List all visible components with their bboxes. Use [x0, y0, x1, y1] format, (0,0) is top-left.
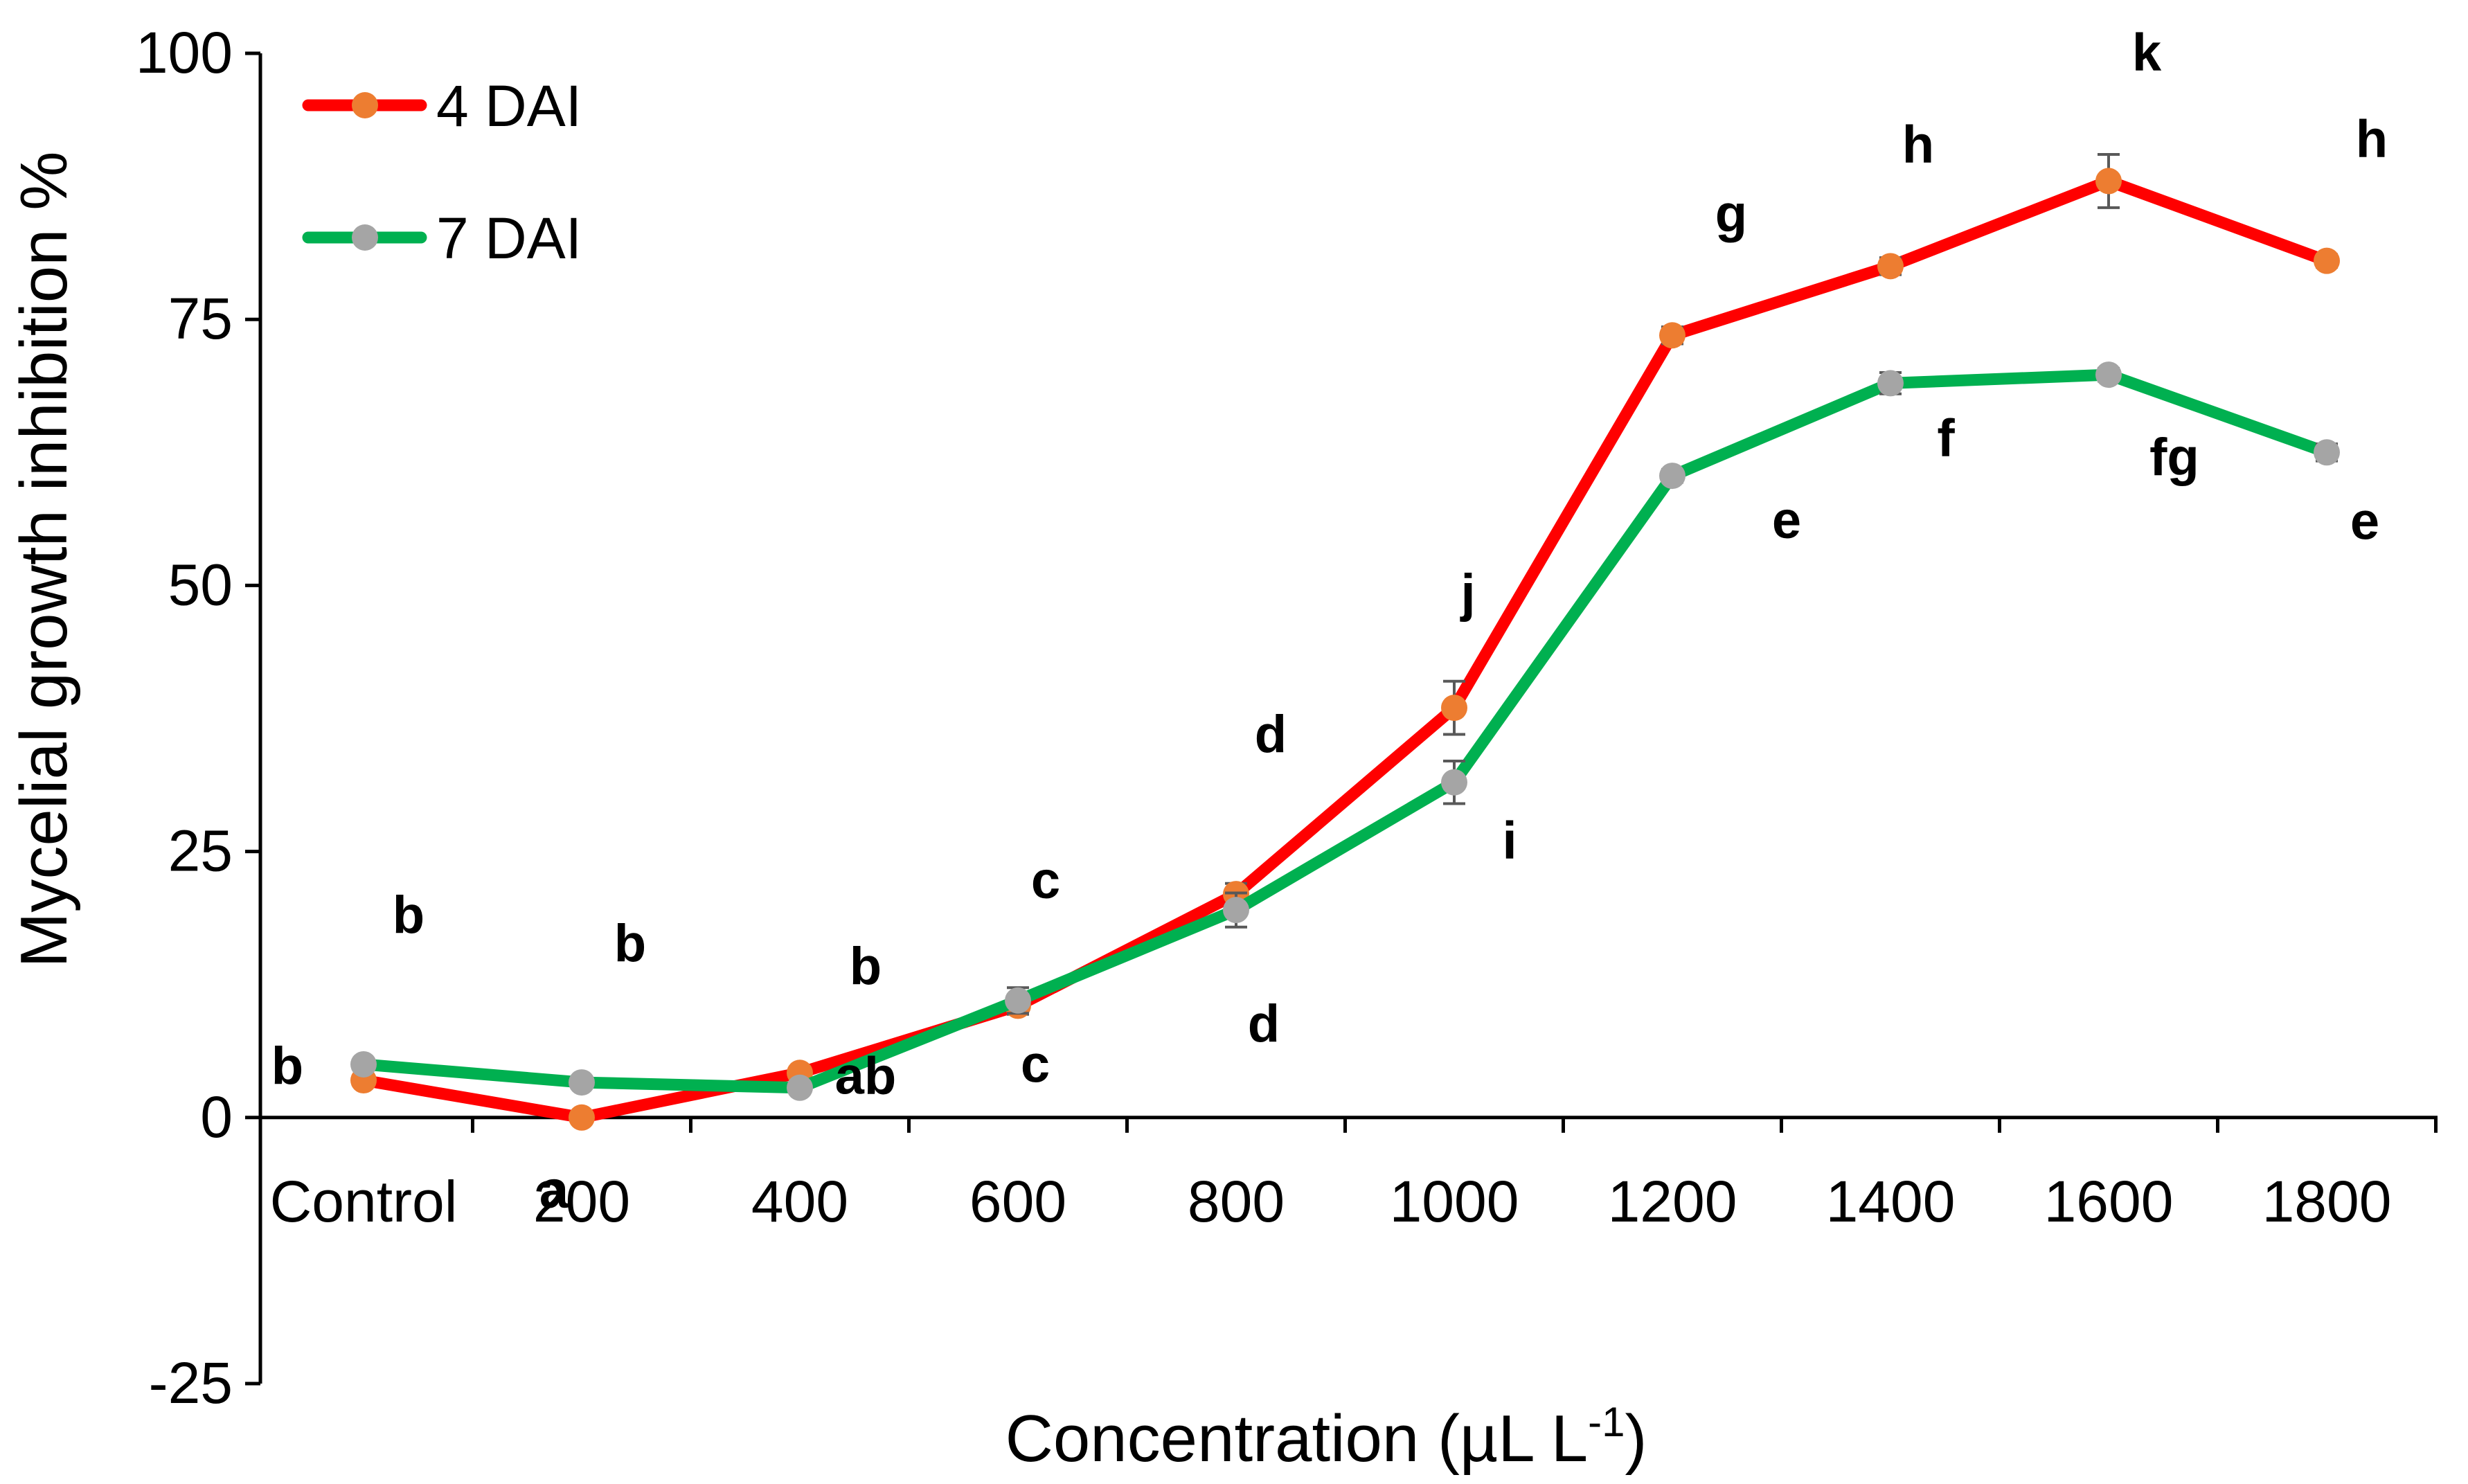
data-point [1005, 987, 1031, 1014]
significance-label: j [1459, 564, 1475, 623]
data-point [569, 1104, 595, 1131]
x-axis-title-close: ) [1625, 1402, 1647, 1476]
data-point [569, 1069, 595, 1096]
x-tick-label: 1600 [2044, 1169, 2174, 1234]
x-axis-title: Concentration (µL L-1) [1005, 1399, 1647, 1476]
significance-label: g [1715, 184, 1747, 243]
x-tick-label: 400 [751, 1169, 848, 1234]
significance-labels: b a ab c d j g h k h b b b c d i e f fg e [271, 23, 2388, 1219]
series-4-dai [350, 152, 2340, 1131]
y-tick-label: 50 [168, 552, 233, 617]
legend-marker [352, 224, 378, 251]
x-tick-label: 1400 [1826, 1169, 1956, 1234]
significance-label: e [2350, 492, 2379, 551]
legend-label: 7 DAI [436, 206, 582, 271]
y-tick-label: 0 [200, 1084, 233, 1150]
legend-item-7-dai: 7 DAI [302, 206, 582, 271]
data-point [1659, 322, 1685, 349]
significance-label: i [1502, 812, 1517, 870]
y-tick-label: 25 [168, 819, 233, 884]
series-line [357, 368, 2333, 1094]
significance-label: d [1255, 705, 1287, 764]
significance-label: b [271, 1037, 303, 1096]
data-point [2314, 247, 2340, 274]
data-point [1441, 769, 1467, 796]
x-axis-title-main: Concentration (µL L [1005, 1402, 1589, 1476]
series-line [357, 175, 2333, 1124]
significance-label: b [850, 937, 882, 996]
x-tick-label: 1200 [1608, 1169, 1737, 1234]
x-tick-label: 200 [533, 1169, 630, 1234]
significance-label: d [1248, 994, 1280, 1053]
axis-ticks: -25 0 25 50 75 100 Control 200 400 600 800 1000 1200… [136, 20, 2438, 1415]
series-layer [350, 152, 2340, 1131]
data-point [1659, 463, 1685, 490]
x-axis-title-superscript: -1 [1588, 1399, 1625, 1445]
data-point [1441, 695, 1467, 722]
data-point [1223, 897, 1249, 924]
significance-label: e [1772, 491, 1801, 550]
data-point [2095, 168, 2122, 195]
x-tick-label: Control [270, 1169, 458, 1234]
legend-item-4-dai: 4 DAI [302, 73, 582, 138]
y-axis-title: Mycelial growth inhibition % [7, 151, 81, 967]
data-point [2314, 439, 2340, 466]
axes [258, 53, 2438, 1384]
series-7-dai [350, 361, 2340, 1101]
data-point [2095, 361, 2122, 388]
data-point [787, 1074, 813, 1101]
data-point [1877, 253, 1904, 280]
significance-label: k [2132, 23, 2162, 82]
significance-label: ab [835, 1046, 897, 1105]
y-tick-label: 75 [168, 286, 233, 351]
data-point [1877, 370, 1904, 397]
x-tick-label: 600 [969, 1169, 1066, 1234]
significance-label: b [393, 886, 424, 945]
significance-label: h [1902, 115, 1934, 174]
significance-label: f [1937, 409, 1955, 467]
significance-label: c [1031, 851, 1060, 910]
significance-label: c [1021, 1035, 1050, 1093]
legend-marker [352, 92, 378, 118]
significance-label: a [539, 1161, 569, 1219]
legend-label: 4 DAI [436, 73, 582, 138]
significance-label: b [614, 914, 646, 973]
legend: 4 DAI 7 DAI [302, 73, 582, 271]
significance-label: h [2356, 110, 2388, 169]
significance-label: fg [2149, 428, 2199, 487]
x-tick-label: 1000 [1390, 1169, 1519, 1234]
data-point [350, 1051, 377, 1078]
y-tick-label: -25 [149, 1350, 233, 1415]
x-tick-label: 1800 [2262, 1169, 2392, 1234]
y-tick-label: 100 [136, 20, 233, 85]
x-tick-label: 800 [1188, 1169, 1285, 1234]
